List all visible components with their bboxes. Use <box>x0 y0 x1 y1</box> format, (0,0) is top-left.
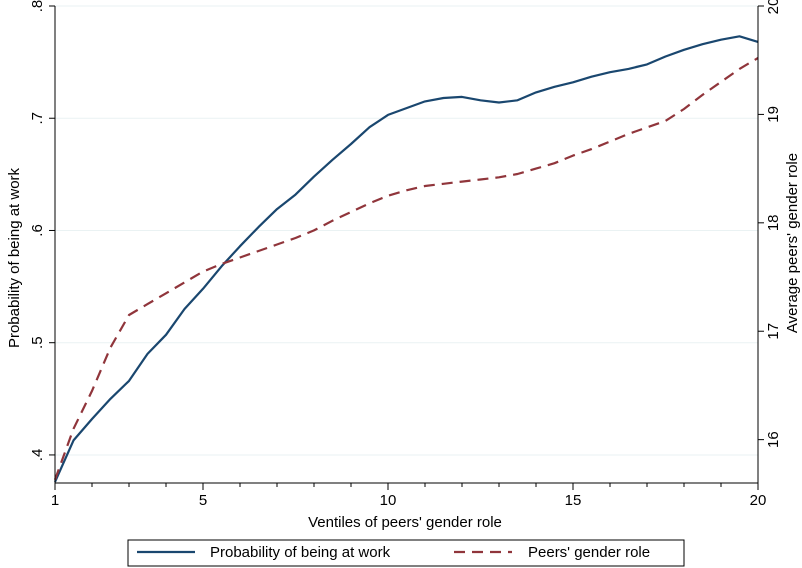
y-right-tick-label-0: 16 <box>765 431 782 448</box>
x-tick-label-0: 1 <box>51 492 59 509</box>
y-right-tick-label-1: 17 <box>765 323 782 340</box>
y-left-tick-label-0: .4 <box>29 449 46 462</box>
y-axis-right-label: Average peers' gender role <box>784 153 801 333</box>
y-right-tick-label-4: 20 <box>765 0 782 14</box>
y-right-tick-label-3: 19 <box>765 106 782 123</box>
x-tick-label-1: 5 <box>199 492 207 509</box>
series-line-1 <box>53 57 759 481</box>
legend-label-peers: Peers' gender role <box>528 544 650 561</box>
y-left-tick-label-2: .6 <box>29 224 46 237</box>
y-left-tick-label-4: .8 <box>29 0 46 12</box>
x-axis-label: Ventiles of peers' gender role <box>308 514 502 531</box>
y-axis-left-label: Probability of being at work <box>6 167 23 348</box>
legend-label-probability: Probability of being at work <box>210 544 391 561</box>
axes <box>54 6 759 484</box>
x-tick-label-3: 15 <box>565 492 582 509</box>
series-line-0 <box>53 35 759 483</box>
legend: Probability of being at work Peers' gend… <box>127 539 685 567</box>
x-tick-label-4: 20 <box>750 492 767 509</box>
y-left-tick-label-3: .7 <box>29 112 46 125</box>
y-left-tick-label-1: .5 <box>29 336 46 349</box>
y-right-tick-label-2: 18 <box>765 214 782 231</box>
legend-box <box>127 539 685 567</box>
x-tick-label-2: 10 <box>380 492 397 509</box>
series-group <box>53 35 759 483</box>
gridlines <box>55 5 758 456</box>
